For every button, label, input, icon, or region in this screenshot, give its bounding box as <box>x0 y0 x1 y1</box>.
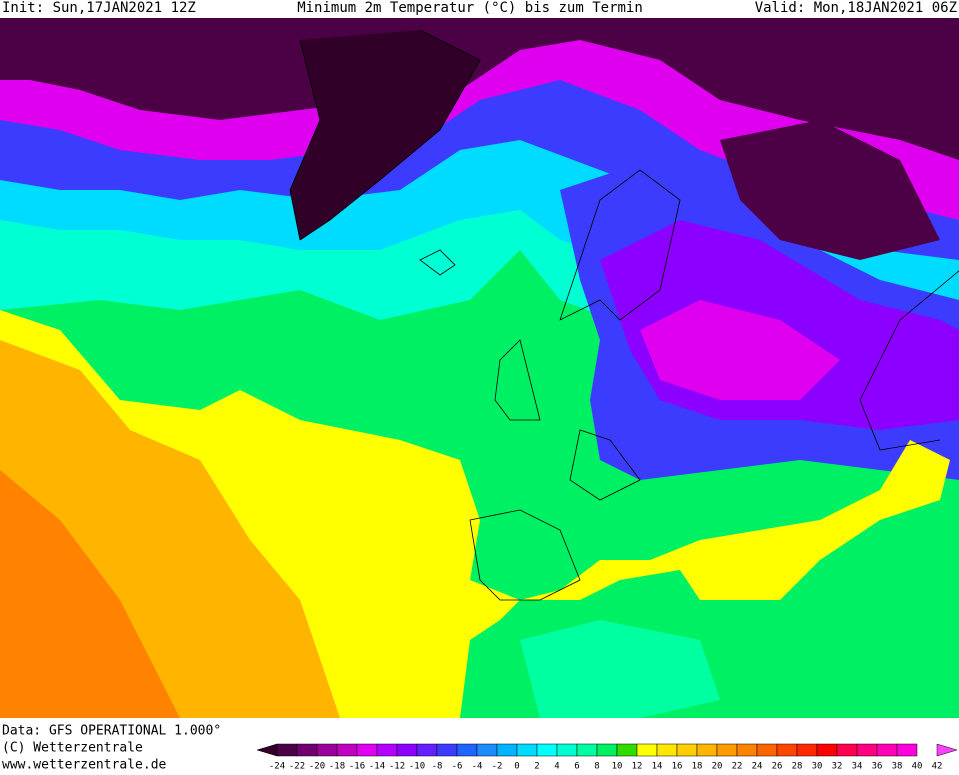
coastlines <box>289 29 959 601</box>
colorbar-swatch <box>316 743 338 757</box>
colorbar-label: -6 <box>452 762 463 772</box>
colorbar-swatch <box>776 743 798 757</box>
colorbar-swatch <box>296 743 318 757</box>
colorbar-label: 42 <box>932 762 943 772</box>
colorbar-label: 14 <box>652 762 663 772</box>
colorbar-high-arrow <box>936 743 958 757</box>
colorbar-swatch <box>656 743 678 757</box>
colorbar-swatch <box>576 743 598 757</box>
colorbar-swatch <box>416 743 438 757</box>
colorbar-swatch <box>496 743 518 757</box>
colorbar-swatch <box>376 743 398 757</box>
colorbar-swatch <box>276 743 298 757</box>
colorbar-label: -20 <box>309 762 325 772</box>
colorbar-label: -12 <box>389 762 405 772</box>
colorbar-label: 28 <box>792 762 803 772</box>
colorbar-label: 36 <box>872 762 883 772</box>
colorbar-label: 32 <box>832 762 843 772</box>
colorbar-label: 6 <box>574 762 579 772</box>
colorbar-label: 12 <box>632 762 643 772</box>
colorbar-swatch <box>556 743 578 757</box>
temperature-field <box>0 18 959 718</box>
colorbar-label: -16 <box>349 762 365 772</box>
colorbar-label: -8 <box>432 762 443 772</box>
colorbar-label: -24 <box>269 762 285 772</box>
data-source: Data: GFS OPERATIONAL 1.000° <box>2 724 221 739</box>
valid-time: Valid: Mon,18JAN2021 06Z <box>755 0 957 16</box>
map-title: Minimum 2m Temperatur (°C) bis zum Termi… <box>297 0 643 16</box>
colorbar-swatch <box>436 743 458 757</box>
colorbar-label: 38 <box>892 762 903 772</box>
colorbar-swatch <box>396 743 418 757</box>
colorbar-swatch <box>716 743 738 757</box>
colorbar-label: -18 <box>329 762 345 772</box>
website-url: www.wetterzentrale.de <box>2 758 167 773</box>
colorbar-label: 10 <box>612 762 623 772</box>
colorbar-label: -22 <box>289 762 305 772</box>
colorbar-swatch <box>636 743 658 757</box>
copyright: (C) Wetterzentrale <box>2 741 143 756</box>
colorbar-swatch <box>836 743 858 757</box>
colorbar-label: 22 <box>732 762 743 772</box>
colorbar-label: 24 <box>752 762 763 772</box>
colorbar-low-arrow <box>256 743 278 757</box>
colorbar-swatch <box>816 743 838 757</box>
colorbar-swatch <box>476 743 498 757</box>
colorbar-swatch <box>756 743 778 757</box>
colorbar-label: 4 <box>554 762 559 772</box>
colorbar-swatch <box>736 743 758 757</box>
colorbar-label: -14 <box>369 762 385 772</box>
colorbar-swatch <box>896 743 918 757</box>
colorbar-label: 16 <box>672 762 683 772</box>
colorbar-label: 40 <box>912 762 923 772</box>
colorbar-label: 20 <box>712 762 723 772</box>
colorbar-swatch <box>876 743 898 757</box>
colorbar-swatch <box>536 743 558 757</box>
colorbar-swatch <box>796 743 818 757</box>
colorbar-label: -2 <box>492 762 503 772</box>
init-time: Init: Sun,17JAN2021 12Z <box>2 0 196 16</box>
colorbar: -24 -22 -20 -18 -16 -14 -12 -10 -8 -6 -4 -2 0 2 4 6 8 10 1… <box>256 743 958 772</box>
colorbar-label: 18 <box>692 762 703 772</box>
colorbar-swatch <box>516 743 538 757</box>
colorbar-swatch <box>616 743 638 757</box>
colorbar-label: 30 <box>812 762 823 772</box>
colorbar-swatch <box>596 743 618 757</box>
colorbar-label: 34 <box>852 762 863 772</box>
colorbar-swatch <box>336 743 358 757</box>
colorbar-swatch <box>676 743 698 757</box>
colorbar-label: 2 <box>534 762 539 772</box>
colorbar-swatch <box>856 743 878 757</box>
colorbar-label: 26 <box>772 762 783 772</box>
colorbar-swatch <box>456 743 478 757</box>
colorbar-label: 0 <box>514 762 519 772</box>
colorbar-label: 8 <box>594 762 599 772</box>
colorbar-label: -10 <box>409 762 425 772</box>
colorbar-swatch <box>696 743 718 757</box>
colorbar-label: -4 <box>472 762 483 772</box>
colorbar-swatch <box>356 743 378 757</box>
